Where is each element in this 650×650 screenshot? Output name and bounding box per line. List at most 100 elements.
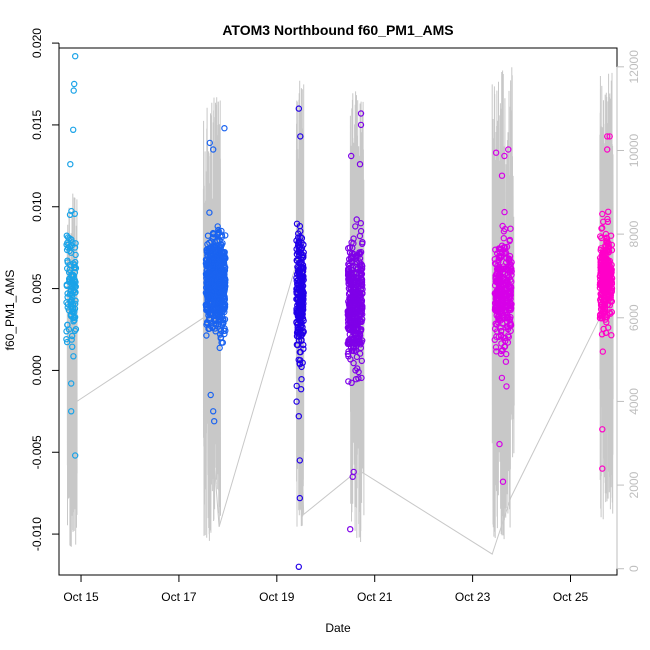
data-point xyxy=(295,563,302,571)
data-point xyxy=(597,233,604,240)
data-point xyxy=(500,265,507,273)
data-point xyxy=(497,327,505,335)
data-point xyxy=(349,254,356,261)
data-point xyxy=(492,344,500,351)
data-point xyxy=(214,223,221,230)
data-point xyxy=(216,274,223,282)
data-point xyxy=(604,215,611,223)
data-point xyxy=(66,261,74,269)
data-point xyxy=(507,327,514,335)
series-3 xyxy=(293,105,307,571)
data-point xyxy=(344,324,352,331)
data-point xyxy=(348,379,355,386)
data-point xyxy=(293,382,300,390)
data-point xyxy=(353,216,360,223)
data-point xyxy=(349,347,356,354)
data-point xyxy=(604,133,611,140)
data-point xyxy=(598,282,605,290)
y-tick-label: 0.020 xyxy=(30,28,44,58)
data-point xyxy=(599,465,606,472)
data-point xyxy=(219,321,226,328)
data-point xyxy=(350,468,357,476)
data-point xyxy=(605,208,612,215)
data-point xyxy=(598,291,605,298)
data-point xyxy=(506,274,513,281)
data-point xyxy=(353,353,361,361)
data-point xyxy=(508,268,515,275)
series-4 xyxy=(344,110,366,533)
data-point xyxy=(216,255,223,262)
y-tick-label: 0.005 xyxy=(30,273,44,303)
data-point xyxy=(358,326,365,333)
series-1 xyxy=(63,53,80,459)
data-point xyxy=(496,440,503,448)
data-point xyxy=(70,353,77,360)
data-point xyxy=(67,380,75,387)
data-point xyxy=(69,314,77,322)
data-point xyxy=(293,285,300,293)
data-point xyxy=(210,231,217,238)
data-point xyxy=(501,281,508,288)
data-point xyxy=(503,383,510,390)
data-point xyxy=(299,273,307,281)
data-point xyxy=(70,318,77,325)
data-point xyxy=(505,255,512,262)
data-point xyxy=(602,286,609,293)
data-point xyxy=(353,255,360,262)
data-point xyxy=(71,53,79,60)
data-point xyxy=(346,244,353,251)
data-point xyxy=(67,160,74,168)
data-point xyxy=(299,251,306,259)
data-point xyxy=(606,274,614,281)
data-point xyxy=(602,230,610,238)
data-point xyxy=(495,294,503,302)
data-point xyxy=(70,280,78,288)
data-point xyxy=(352,301,359,308)
data-point xyxy=(295,248,302,256)
data-point xyxy=(491,336,498,343)
data-point xyxy=(64,321,71,328)
data-point xyxy=(352,347,359,354)
data-point xyxy=(356,160,364,168)
data-point xyxy=(206,139,213,147)
y2-tick-label: 8000 xyxy=(627,220,641,247)
data-point xyxy=(352,367,359,374)
data-point xyxy=(68,207,75,215)
data-point xyxy=(206,303,213,310)
data-point xyxy=(355,368,362,376)
data-point xyxy=(352,289,359,296)
y2-tick-label: 2000 xyxy=(627,471,641,498)
data-point xyxy=(598,225,605,232)
data-point xyxy=(297,133,304,140)
data-point xyxy=(600,304,608,311)
x-axis-label: Date xyxy=(325,621,351,635)
data-point xyxy=(210,242,218,250)
data-point xyxy=(203,281,211,288)
data-point xyxy=(346,295,353,302)
data-point xyxy=(351,314,358,321)
data-point xyxy=(212,317,219,324)
data-point xyxy=(348,152,355,160)
series-2 xyxy=(202,124,229,425)
altitude-layer xyxy=(66,67,614,555)
data-point xyxy=(357,292,364,299)
data-point xyxy=(70,80,78,88)
data-point xyxy=(67,408,75,415)
data-point xyxy=(501,208,508,216)
data-point xyxy=(357,248,365,256)
data-point xyxy=(604,247,611,254)
data-point xyxy=(68,332,76,340)
data-point xyxy=(355,326,362,333)
data-point xyxy=(295,316,303,323)
data-point xyxy=(358,374,365,382)
data-point xyxy=(358,261,365,268)
data-point xyxy=(351,331,358,338)
data-point xyxy=(347,526,354,533)
data-point xyxy=(497,350,505,358)
data-point xyxy=(348,277,355,284)
data-point xyxy=(499,478,507,485)
data-point xyxy=(495,305,502,312)
data-point xyxy=(206,209,213,216)
data-point xyxy=(356,300,364,307)
data-point xyxy=(352,223,359,230)
